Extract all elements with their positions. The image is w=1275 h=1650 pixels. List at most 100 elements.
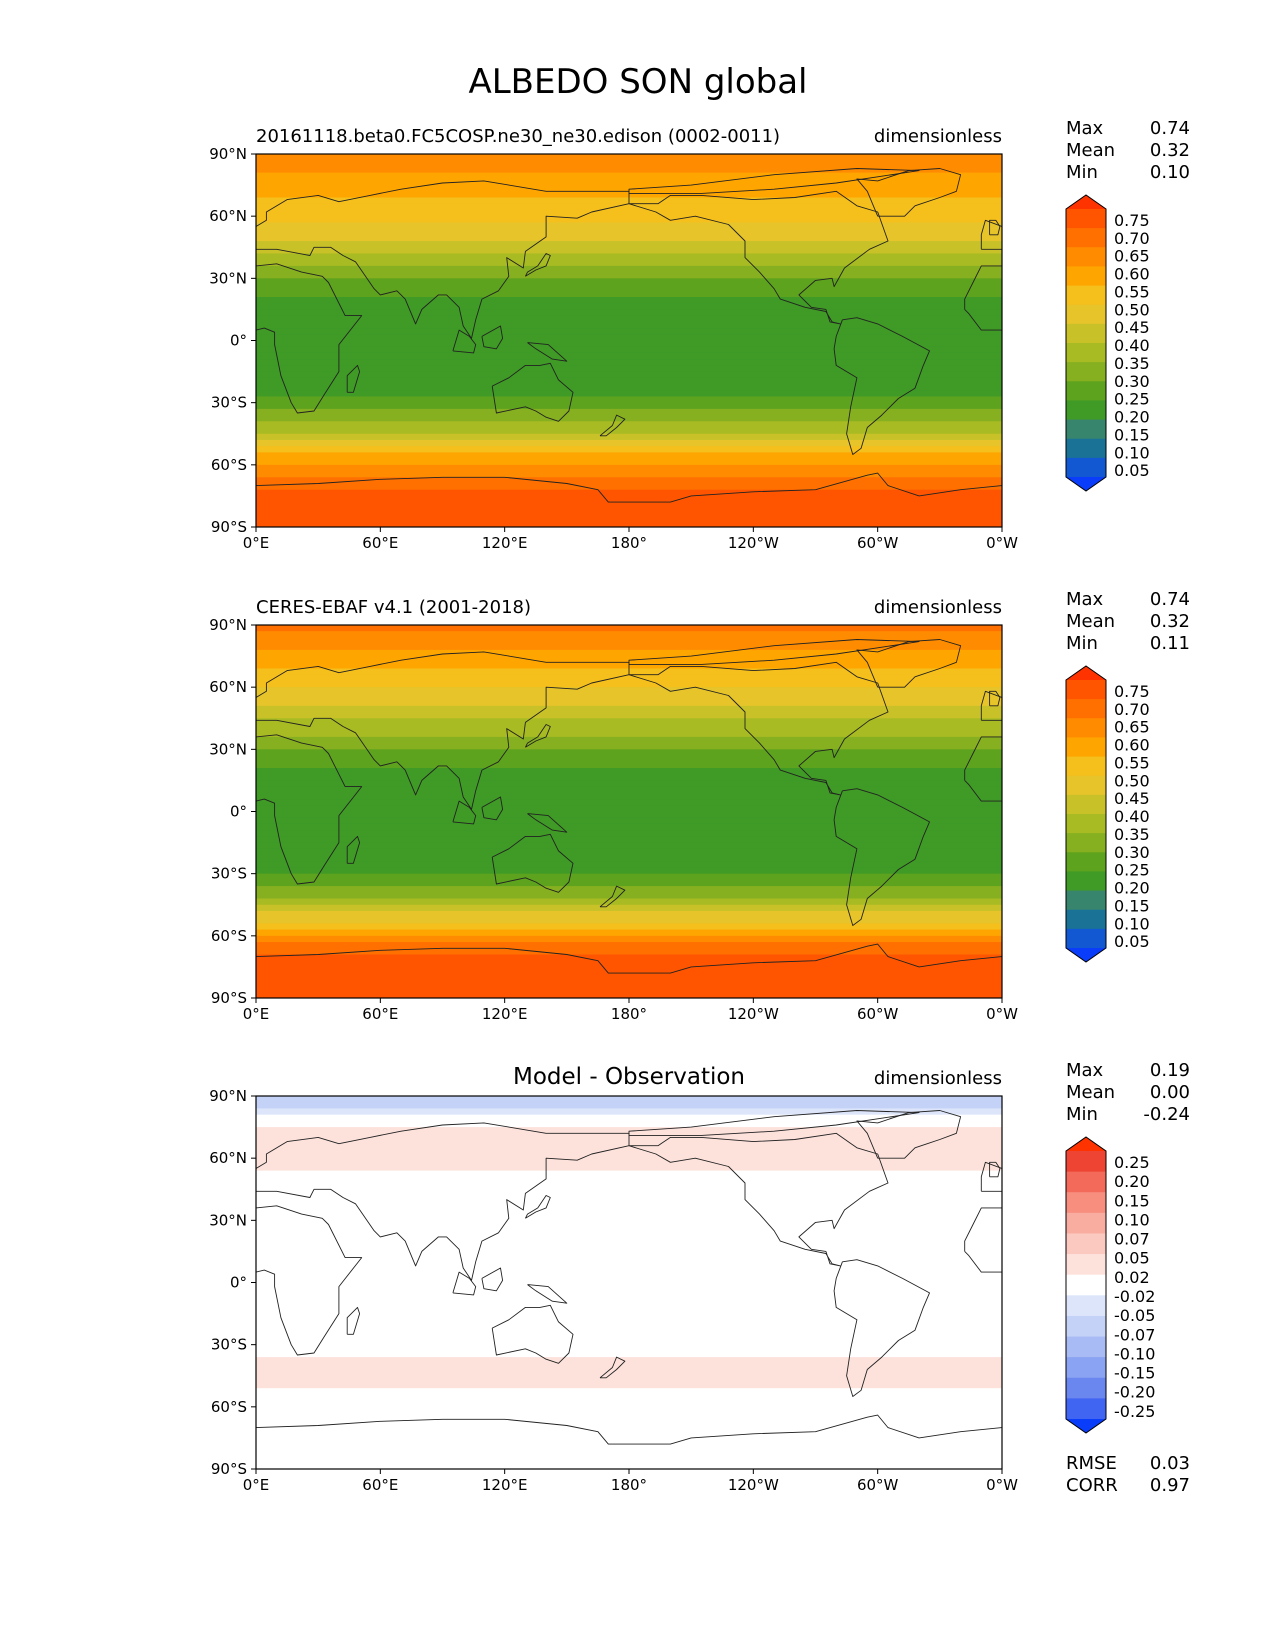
field-band xyxy=(256,799,1002,806)
field-band xyxy=(256,1282,1002,1290)
colorbar-bin xyxy=(1066,699,1106,719)
colorbar-bin xyxy=(1066,304,1106,325)
field-band xyxy=(256,328,1002,335)
colorbar-extend-top xyxy=(1066,666,1106,680)
field-band xyxy=(256,1326,1002,1333)
colorbar-tick-label: 0.05 xyxy=(1114,932,1150,951)
colorbar-tick-label: 0.05 xyxy=(1114,1249,1150,1268)
field-band xyxy=(256,1220,1002,1228)
colorbar-extend-top xyxy=(1066,195,1106,209)
coastline xyxy=(481,1267,504,1292)
colorbar-bin xyxy=(1066,737,1106,758)
coastline-antarctica xyxy=(256,1414,1002,1445)
stat-value: 0.74 xyxy=(1150,589,1190,610)
coastline xyxy=(524,724,551,748)
coastline xyxy=(599,414,626,437)
metric-label: CORR xyxy=(1066,1475,1118,1496)
field-band xyxy=(256,489,1002,497)
field-band xyxy=(256,1357,1002,1364)
field-band xyxy=(256,458,1002,466)
panel-units: dimensionless xyxy=(874,126,1002,147)
field-band xyxy=(256,160,1002,168)
stat-value: -0.24 xyxy=(1143,1104,1190,1125)
field-band xyxy=(256,830,1002,837)
x-tick-label: 0°E xyxy=(243,534,270,552)
field-band xyxy=(256,1263,1002,1271)
x-tick-label: 60°E xyxy=(362,1005,398,1023)
field-band xyxy=(256,1170,1002,1178)
y-tick-label: 60°N xyxy=(209,207,247,225)
y-tick-label: 30°N xyxy=(209,269,247,287)
colorbar-bin xyxy=(1066,362,1106,382)
field-band xyxy=(256,904,1002,912)
y-tick-label: 30°N xyxy=(209,740,247,758)
map-panel-2: 0°E 60°E 120°E 180° 120°W 60°W 0°W 90°N 60°N 30°N… xyxy=(209,589,1190,1023)
colorbar-tick-label: 0.10 xyxy=(1114,1210,1150,1229)
colorbar-tick-label: 0.25 xyxy=(1114,390,1150,409)
field-band xyxy=(256,923,1002,931)
field-band xyxy=(256,1151,1002,1159)
field-band xyxy=(256,1214,1002,1221)
colorbar-bin xyxy=(1066,1233,1106,1255)
colorbar-tick-label: 0.55 xyxy=(1114,753,1150,772)
x-tick-label: 0°E xyxy=(243,1476,270,1494)
field-band xyxy=(256,979,1002,987)
colorbar-bin xyxy=(1066,247,1106,267)
coastline xyxy=(346,364,361,393)
colorbar-bin xyxy=(1066,1315,1106,1338)
coastline xyxy=(833,1259,930,1397)
field-band xyxy=(256,1388,1002,1395)
field-band xyxy=(256,643,1002,651)
stat-label: Mean xyxy=(1066,1082,1115,1103)
panel-title-left: CERES-EBAF v4.1 (2001-2018) xyxy=(256,597,531,618)
field-band xyxy=(256,1195,1002,1203)
field-band xyxy=(256,1096,1002,1103)
coastline xyxy=(256,734,363,885)
colorbar: 0.250.200.150.100.070.050.02-0.02-0.05-0… xyxy=(1065,1136,1155,1434)
field-band xyxy=(256,917,1002,924)
field-band xyxy=(256,1444,1002,1451)
x-tick-label: 60°W xyxy=(857,1005,899,1023)
field-band xyxy=(256,495,1002,503)
coastline xyxy=(491,833,574,893)
field-band xyxy=(256,898,1002,906)
x-tick-label: 0°W xyxy=(986,1476,1018,1494)
field-band xyxy=(256,1400,1002,1408)
colorbar-bin xyxy=(1066,1295,1106,1317)
colorbar-bin xyxy=(1066,680,1106,700)
field-band xyxy=(256,315,1002,323)
y-tick-label: 0° xyxy=(230,332,247,350)
coastline xyxy=(856,1110,962,1159)
metric-label: RMSE xyxy=(1066,1453,1117,1474)
colorbar-tick-label: 0.45 xyxy=(1114,789,1150,808)
field-band xyxy=(256,508,1002,516)
colorbar-tick-label: 0.15 xyxy=(1114,896,1150,915)
coastline xyxy=(628,661,889,796)
field-band xyxy=(256,371,1002,379)
field-band xyxy=(256,502,1002,509)
map-panel-1: 0°E 60°E 120°E 180° 120°W 60°W 0°W 90°N 60°N 30°N… xyxy=(209,118,1190,552)
field-band xyxy=(256,1176,1002,1184)
field-band xyxy=(256,1189,1002,1197)
colorbar-tick-label: 0.70 xyxy=(1114,700,1150,719)
field-band xyxy=(256,1425,1002,1433)
field-band xyxy=(256,433,1002,441)
field-band xyxy=(256,1406,1002,1414)
field-band xyxy=(256,761,1002,769)
field-band xyxy=(256,203,1002,211)
field-band xyxy=(256,1102,1002,1110)
field-band xyxy=(256,1437,1002,1445)
field-band xyxy=(256,1201,1002,1209)
coastline xyxy=(628,190,889,325)
field-band xyxy=(256,966,1002,974)
field-band xyxy=(256,259,1002,267)
field-band xyxy=(256,247,1002,255)
x-tick-label: 120°E xyxy=(482,1005,528,1023)
field-band xyxy=(256,359,1002,366)
stat-value: 0.19 xyxy=(1150,1060,1190,1081)
y-tick-label: 90°S xyxy=(211,989,247,1007)
colorbar-extend-bottom xyxy=(1066,1419,1106,1433)
coastline xyxy=(980,219,1002,250)
colorbar-tick-label: 0.40 xyxy=(1114,807,1150,826)
panel-title-center: Model - Observation xyxy=(513,1064,745,1090)
